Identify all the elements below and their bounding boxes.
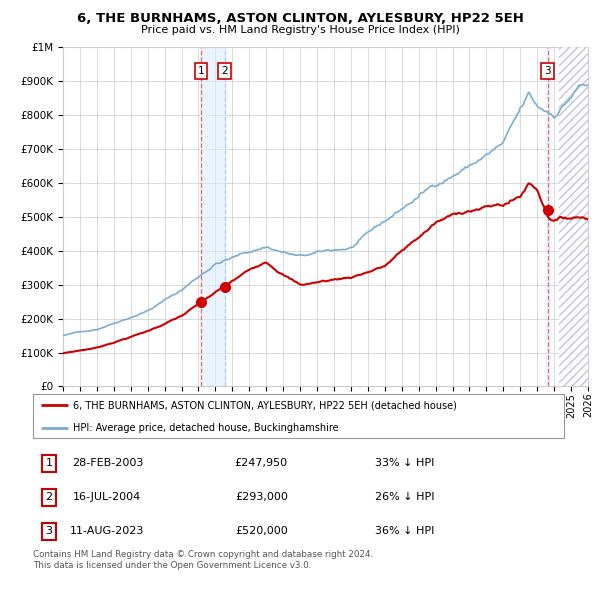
Text: 6, THE BURNHAMS, ASTON CLINTON, AYLESBURY, HP22 5EH (detached house): 6, THE BURNHAMS, ASTON CLINTON, AYLESBUR… [73,401,457,411]
Text: 1: 1 [46,458,52,468]
Text: 2: 2 [46,492,52,502]
Text: £293,000: £293,000 [235,492,288,502]
Text: Contains HM Land Registry data © Crown copyright and database right 2024.: Contains HM Land Registry data © Crown c… [33,550,373,559]
Text: £520,000: £520,000 [235,526,288,536]
Text: 3: 3 [46,526,52,536]
Text: This data is licensed under the Open Government Licence v3.0.: This data is licensed under the Open Gov… [33,560,311,569]
Text: 26% ↓ HPI: 26% ↓ HPI [375,492,434,502]
Text: 2: 2 [221,66,228,76]
Text: 1: 1 [198,66,205,76]
Text: 36% ↓ HPI: 36% ↓ HPI [375,526,434,536]
Text: HPI: Average price, detached house, Buckinghamshire: HPI: Average price, detached house, Buck… [73,423,338,433]
Text: 3: 3 [544,66,551,76]
Text: Price paid vs. HM Land Registry's House Price Index (HPI): Price paid vs. HM Land Registry's House … [140,25,460,35]
Bar [559,47,593,386]
Text: £247,950: £247,950 [235,458,288,468]
Text: 11-AUG-2023: 11-AUG-2023 [70,526,145,536]
Text: 6, THE BURNHAMS, ASTON CLINTON, AYLESBURY, HP22 5EH: 6, THE BURNHAMS, ASTON CLINTON, AYLESBUR… [77,12,523,25]
Text: 16-JUL-2004: 16-JUL-2004 [73,492,142,502]
Bar [201,47,224,386]
Bar [545,47,550,386]
Text: 33% ↓ HPI: 33% ↓ HPI [375,458,434,468]
Text: 28-FEB-2003: 28-FEB-2003 [71,458,143,468]
